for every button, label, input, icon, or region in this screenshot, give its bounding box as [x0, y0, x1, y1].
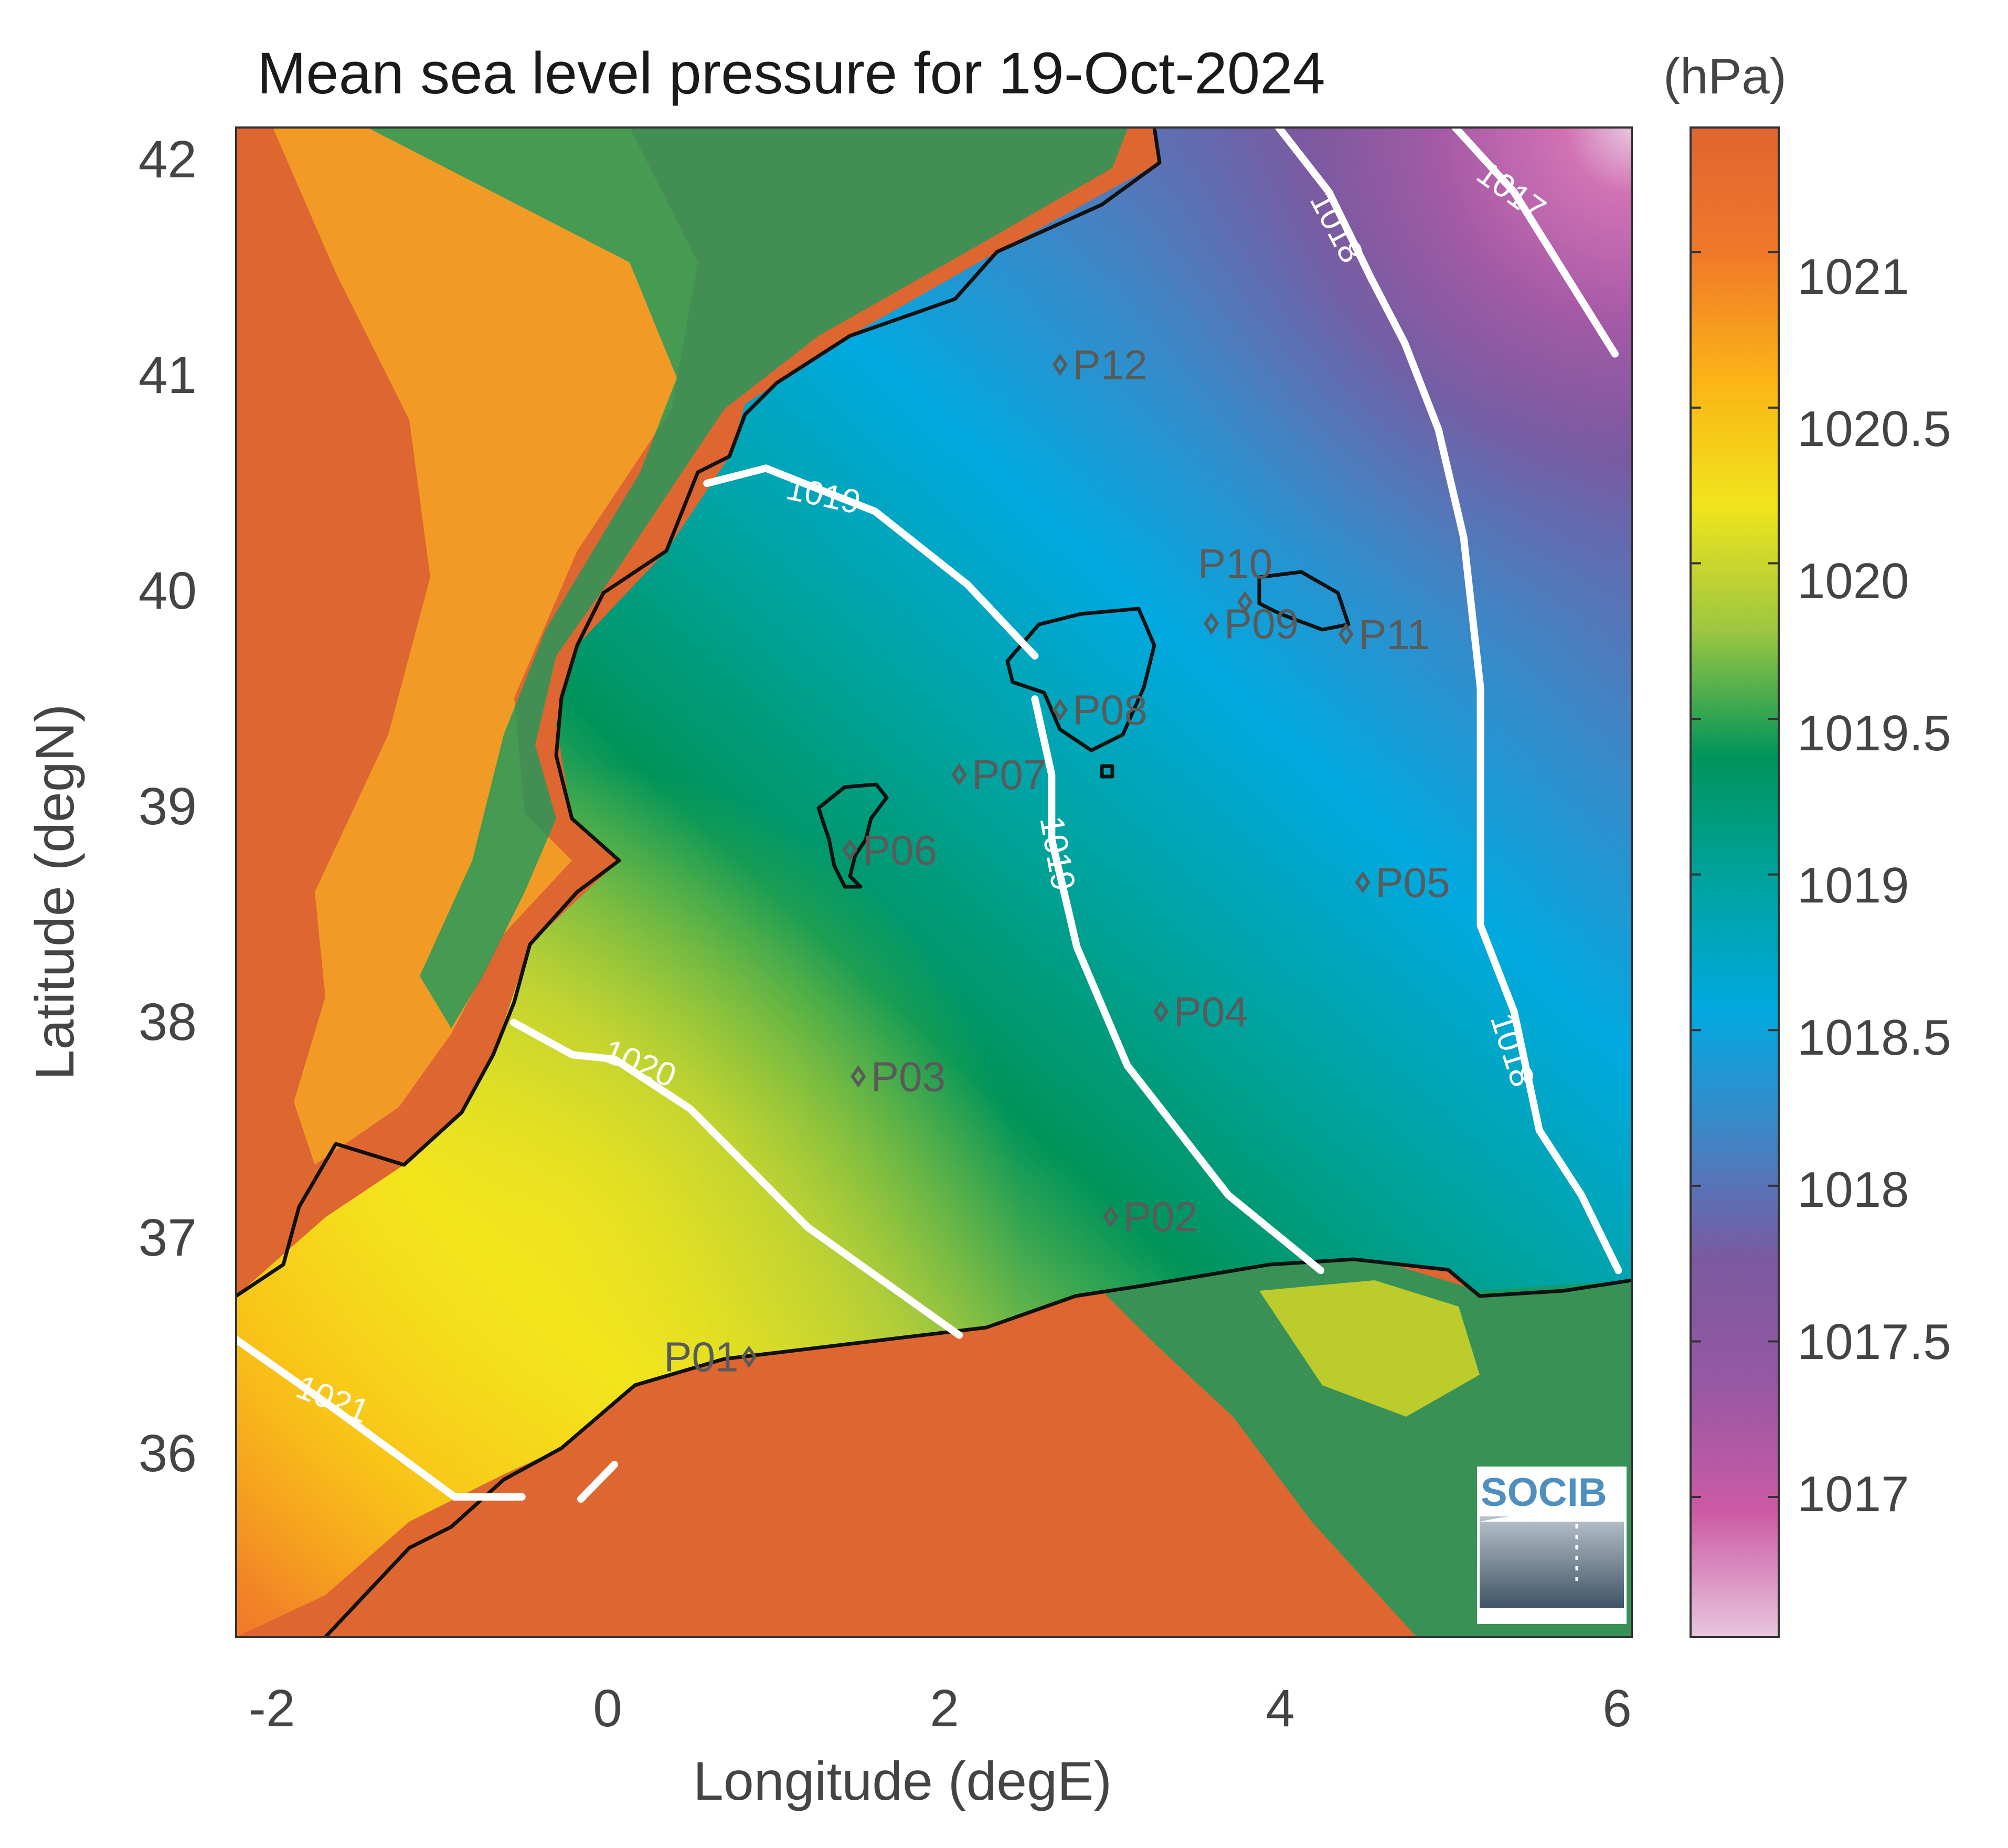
- station-label-p05: P05: [1375, 859, 1450, 906]
- station-marker-p10: [1237, 590, 1253, 613]
- x-tick-label: 2: [930, 1679, 959, 1738]
- africa-yellow-band: [1259, 1280, 1480, 1417]
- station-label-p02: P02: [1123, 1194, 1198, 1240]
- socib-logo-text: SOCIB: [1481, 1470, 1607, 1515]
- y-axis-label: Latitude (degN): [25, 704, 86, 1080]
- contour-layer: [236, 128, 1622, 1503]
- station-layer: P01 P02 P03 P04 P05 P06 P07 P08 P09 P10 P11 P12: [664, 342, 1450, 1380]
- colorbar: 1021 1020.5 1020 1019.5 1019 1018.5 1018…: [1690, 126, 1951, 1638]
- colorbar-units: (hPa): [1663, 48, 1787, 104]
- colorbar-tick-label: 1018.5: [1797, 1010, 1951, 1066]
- plot-frame: [235, 126, 1633, 1638]
- station-marker-p08: [1052, 698, 1068, 721]
- station-marker-p09: [1204, 612, 1219, 635]
- colorbar-tick-label: 1021: [1797, 249, 1909, 305]
- station-label-p08: P08: [1072, 687, 1147, 734]
- station-marker-p07: [951, 763, 967, 786]
- station-marker-p04: [1153, 1000, 1169, 1023]
- station-label-p01: P01: [664, 1334, 738, 1380]
- station-marker-p01: [741, 1345, 757, 1368]
- station-marker-p03: [851, 1065, 866, 1088]
- map-title: Mean sea level pressure for 19-Oct-2024: [257, 40, 1325, 106]
- y-tick-label: 40: [139, 561, 197, 620]
- colorbar-tick-label: 1019.5: [1797, 705, 1951, 761]
- station-marker-p02: [1102, 1205, 1119, 1228]
- iberia-green-band: [367, 128, 1128, 1028]
- x-axis-label: Longitude (degE): [693, 1751, 1112, 1812]
- y-axis: 42 41 40 39 38 37 36 Latitude (degN): [25, 130, 197, 1483]
- contour-line-1018: [1275, 128, 1622, 1275]
- contour-line-1020: [509, 1018, 963, 1339]
- colorbar-tick-label: 1019: [1797, 857, 1909, 914]
- station-marker-p06: [842, 838, 858, 862]
- coastline-cabrera: [1100, 764, 1114, 779]
- y-tick-label: 39: [139, 777, 197, 836]
- y-tick-label: 42: [139, 130, 197, 189]
- iberia-coastal-band: [273, 128, 698, 1165]
- contour-line-1019: [703, 464, 1039, 660]
- station-label-p04: P04: [1174, 989, 1248, 1035]
- station-marker-p11: [1338, 623, 1354, 646]
- station-label-p03: P03: [871, 1053, 945, 1100]
- contour-line-1021: [577, 1461, 619, 1503]
- y-tick-label: 37: [139, 1208, 197, 1267]
- y-tick-label: 41: [139, 346, 197, 405]
- station-label-p06: P06: [863, 827, 937, 874]
- contour-line-1019: [1031, 695, 1325, 1275]
- x-tick-label: 4: [1266, 1679, 1295, 1738]
- y-tick-label: 38: [139, 993, 197, 1052]
- x-tick-label: 6: [1602, 1679, 1632, 1738]
- colorbar-bar: [1690, 126, 1780, 1638]
- socib-logo: SOCIB: [1477, 1467, 1627, 1624]
- x-tick-label: 0: [593, 1679, 622, 1738]
- y-tick-label: 36: [139, 1424, 197, 1483]
- x-tick-label: -2: [249, 1679, 295, 1738]
- station-marker-p05: [1355, 871, 1370, 894]
- contour-line-1021: [236, 1335, 526, 1501]
- colorbar-tick-label: 1017.5: [1797, 1314, 1951, 1370]
- colorbar-tick-label: 1020: [1797, 553, 1909, 609]
- colorbar-tick-label: 1018: [1797, 1162, 1909, 1218]
- station-label-p12: P12: [1072, 342, 1147, 388]
- colorbar-tick-label: 1020.5: [1797, 401, 1951, 457]
- map-area: 1021 1020 1019 1019 1018 1018 1017 P01P0…: [236, 128, 1632, 1637]
- station-label-p09: P09: [1224, 600, 1299, 647]
- station-label-p11: P11: [1358, 611, 1430, 658]
- station-marker-p12: [1052, 353, 1068, 376]
- coastline-ibiza: [816, 782, 889, 889]
- coastline-menorca: [1257, 570, 1351, 632]
- station-label-p10: P10: [1198, 540, 1272, 587]
- colorbar-ticks: [1691, 251, 1779, 1499]
- contour-line-1017: [1451, 128, 1619, 358]
- coastline-iberia: [236, 128, 1162, 1298]
- x-axis: -2 0 2 4 6 Longitude (degE): [249, 1679, 1632, 1812]
- coastline-mallorca: [1005, 607, 1156, 752]
- station-label-p07: P07: [972, 751, 1046, 798]
- colorbar-tick-label: 1017: [1797, 1466, 1909, 1522]
